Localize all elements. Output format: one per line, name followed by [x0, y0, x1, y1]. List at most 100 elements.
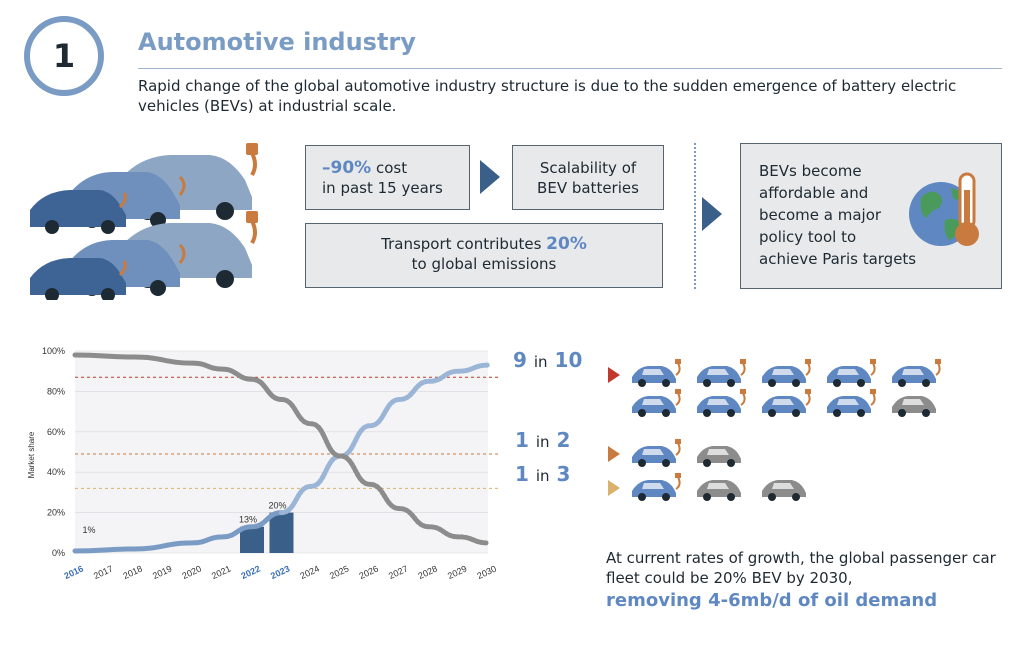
x-tick-label: 2024 [299, 564, 321, 582]
ice-car-icon [697, 446, 741, 467]
y-tick-label: 40% [47, 467, 65, 477]
transport-box: Transport contributes 20% to global emis… [305, 223, 663, 288]
reference-lines [75, 376, 500, 489]
x-tick-label: 2027 [387, 564, 409, 582]
car-group-bottom [30, 211, 258, 300]
y-tick-labels: 0% 20% 40% 60% 80% 100% [42, 346, 65, 558]
footer-body: At current rates of growth, the global p… [606, 549, 996, 587]
x-tick-label: 2019 [151, 564, 173, 582]
arrow-right-icon [480, 160, 500, 194]
x-tick-label: 2018 [122, 564, 144, 582]
x-tick-label: 2026 [358, 564, 380, 582]
bev-car-icon [632, 389, 681, 417]
transport-text-2: to global emissions [411, 255, 557, 273]
ratio-9-in-10: 9 in 10 [513, 348, 582, 372]
scalability-line-2: BEV batteries [537, 179, 639, 197]
y-axis-label: Market share [27, 431, 36, 478]
ratio-big: 1 [515, 462, 529, 486]
ratio-in: in [535, 433, 550, 451]
x-tick-labels: 2016 2017 2018 2019 2020 2021 2022 2023 2024 2025… [63, 564, 498, 582]
transport-text-1: Transport contributes [381, 235, 547, 253]
ratio-total: 3 [556, 462, 571, 486]
ratio-total: 10 [554, 348, 583, 372]
bev-car-icon [697, 359, 746, 387]
y-tick-label: 80% [47, 386, 65, 396]
market-share-chart: 0%20%40%60%80%100% 2016 2017 2018 2019 2020 2… [27, 346, 500, 582]
section-title: Automotive industry [138, 28, 416, 56]
ratio-big: 9 [513, 348, 527, 372]
x-tick-label: 2028 [417, 564, 439, 582]
x-tick-label: 2016 [63, 564, 85, 582]
intro-text: Rapid change of the global automotive in… [138, 77, 957, 115]
ice-car-icon [892, 396, 936, 417]
series-line [72, 510, 284, 554]
ice-car-icon [762, 480, 806, 501]
bar [240, 526, 264, 553]
x-tick-label: 2023 [269, 564, 291, 582]
bev-car-icon [632, 359, 681, 387]
footer-text: At current rates of growth, the global p… [606, 548, 1016, 614]
globe-thermometer-icon [909, 172, 979, 246]
x-tick-label: 2025 [328, 564, 350, 582]
ratio-1-in-2: 1 in 2 [515, 428, 570, 452]
footer-emphasis: removing 4-6mb/d of oil demand [606, 590, 938, 611]
cost-text-2: in past 15 years [322, 179, 443, 197]
bev-car-icon [762, 389, 811, 417]
title-divider [138, 68, 1002, 69]
ice-car-icon [697, 480, 741, 501]
y-tick-label: 60% [47, 427, 65, 437]
car-fleet-illustration [608, 359, 941, 501]
x-tick-label: 2017 [92, 564, 114, 582]
bev-car-icon [892, 359, 941, 387]
bar-label: 13% [239, 515, 257, 525]
y-tick-label: 0% [52, 548, 65, 558]
bev-car-icon [632, 473, 681, 501]
cost-box: –90% cost in past 15 years [305, 145, 470, 210]
chart-data-labels: 13% 20% 1% [82, 501, 286, 535]
scalability-line-1: Scalability of [539, 159, 637, 177]
affordable-line: policy tool to [759, 228, 857, 246]
series-line [279, 396, 491, 546]
x-tick-label: 2020 [181, 564, 203, 582]
bev-car-icon [697, 389, 746, 417]
y-tick-label: 100% [42, 346, 65, 356]
ratio-total: 2 [556, 428, 571, 452]
y-tick-label: 20% [47, 508, 65, 518]
bev-car-icon [827, 389, 876, 417]
transport-highlight: 20% [546, 234, 587, 254]
x-tick-label: 2030 [476, 564, 498, 582]
bar [269, 512, 294, 553]
ratio-in: in [533, 353, 548, 371]
ratio-in: in [535, 467, 550, 485]
bev-car-icon [632, 439, 681, 467]
section-number: 1 [52, 37, 76, 75]
affordable-line: affordable and [759, 184, 869, 202]
series-line [279, 362, 491, 516]
bev-car-icon [762, 359, 811, 387]
cost-highlight: –90% [322, 158, 372, 178]
scalability-box: Scalability of BEV batteries [512, 145, 664, 210]
bev-car-icon [827, 359, 876, 387]
x-tick-label: 2029 [446, 564, 468, 582]
arrow-marker-icon [608, 367, 620, 383]
series-line [72, 352, 284, 402]
cost-text-1: cost [371, 159, 408, 177]
x-tick-label: 2022 [240, 564, 262, 582]
arrow-marker-icon [608, 446, 620, 462]
car-group-top [30, 143, 258, 234]
dotted-divider [694, 143, 696, 289]
arrow-marker-icon [608, 480, 620, 496]
section-number-badge: 1 [24, 16, 104, 96]
point-label: 1% [82, 525, 95, 535]
chart-series [72, 352, 491, 554]
affordable-line: become a major [759, 206, 882, 224]
ratio-big: 1 [515, 428, 529, 452]
affordable-line: BEVs become [759, 162, 862, 180]
electric-cars-illustration [30, 143, 258, 300]
chart-bars [240, 512, 294, 553]
bar-label: 20% [268, 501, 286, 511]
arrow-right-icon [702, 197, 722, 231]
affordable-line: achieve Paris targets [759, 250, 917, 268]
x-tick-label: 2021 [210, 564, 232, 582]
ratio-1-in-3: 1 in 3 [515, 462, 570, 486]
